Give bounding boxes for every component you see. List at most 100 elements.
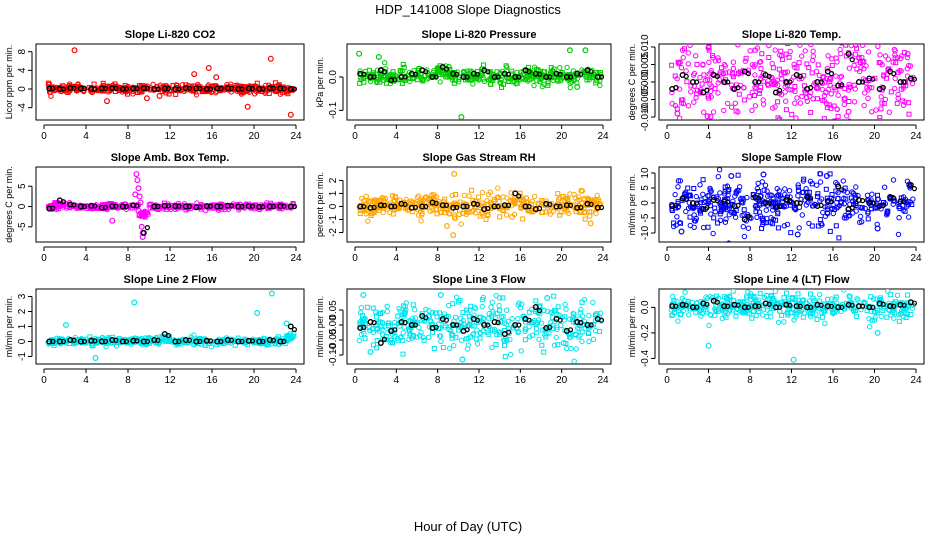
band-point xyxy=(824,66,830,72)
band-point xyxy=(356,337,362,344)
band-point xyxy=(480,327,487,334)
mean-point xyxy=(553,70,560,77)
panel-3: Slope Li-820 Temp. 0 4 8 12 16 20 24 -0.010-0.00… xyxy=(627,29,925,142)
slope-point xyxy=(763,292,770,299)
mean-point xyxy=(155,337,161,343)
y-tick-label: 0.00 xyxy=(328,315,339,335)
band-point xyxy=(888,292,894,298)
band-point xyxy=(359,195,365,202)
mean-point xyxy=(193,338,200,345)
band-point xyxy=(420,76,426,82)
mean-point xyxy=(849,56,855,63)
mean-point xyxy=(505,329,512,335)
band-point xyxy=(821,116,827,120)
y-tick-label: -2 xyxy=(328,228,339,237)
x-tick-label: 4 xyxy=(706,375,712,386)
band-point xyxy=(775,319,782,326)
band-point xyxy=(776,66,782,72)
mean-point xyxy=(714,198,720,204)
mean-point xyxy=(787,79,793,85)
mean-point xyxy=(911,300,918,306)
mean-point xyxy=(474,201,480,207)
plot-frame xyxy=(346,43,612,121)
mean-point xyxy=(460,203,467,210)
band-point xyxy=(820,75,826,81)
band-point xyxy=(726,240,732,242)
band-point xyxy=(708,188,714,194)
mean-point xyxy=(377,202,384,209)
band-point xyxy=(449,192,455,199)
y-tick-label: -0.10 xyxy=(328,343,339,366)
band-point xyxy=(896,215,902,221)
mean-point xyxy=(553,203,560,210)
panel-title: Slope Li-820 Pressure xyxy=(422,29,537,41)
band-point xyxy=(817,171,824,177)
mean-point xyxy=(766,200,772,206)
band-point xyxy=(468,76,474,83)
y-tick-label: -0.1 xyxy=(328,101,339,119)
band-point xyxy=(446,302,452,309)
band-point xyxy=(861,66,867,72)
slope-point xyxy=(509,213,516,220)
points-layer xyxy=(668,289,918,363)
band-point xyxy=(395,313,401,319)
band-point xyxy=(710,294,716,301)
band-point xyxy=(783,107,789,113)
band-point xyxy=(751,63,757,70)
band-point xyxy=(762,182,769,189)
band-point xyxy=(415,212,422,218)
band-point xyxy=(859,219,865,225)
band-point xyxy=(893,60,899,66)
band-point xyxy=(402,309,408,315)
mean-point xyxy=(824,303,831,310)
band-point xyxy=(438,338,444,344)
band-point xyxy=(688,89,694,95)
band-point xyxy=(758,213,764,219)
band-point xyxy=(597,328,603,334)
mean-point xyxy=(71,85,77,91)
x-tick-label: 0 xyxy=(41,253,47,264)
x-tick-label: 20 xyxy=(248,375,260,386)
mean-point xyxy=(270,337,276,343)
band-point xyxy=(824,210,831,216)
mean-point xyxy=(693,200,700,206)
band-point xyxy=(522,76,528,82)
x-tick-label: 0 xyxy=(664,253,670,264)
band-point xyxy=(672,309,678,315)
band-point xyxy=(684,79,690,85)
slope-point xyxy=(156,92,163,99)
band-point xyxy=(823,186,829,192)
band-point xyxy=(884,71,890,78)
slope-point xyxy=(138,223,145,230)
band-point xyxy=(869,317,875,323)
band-point xyxy=(733,313,739,319)
mean-point xyxy=(398,200,405,207)
band-point xyxy=(480,316,486,322)
band-point xyxy=(757,290,763,296)
band-point xyxy=(578,307,584,313)
mean-point xyxy=(197,204,203,210)
band-point xyxy=(687,192,692,198)
band-point xyxy=(809,310,815,316)
band-point xyxy=(678,312,683,318)
x-tick-label: 4 xyxy=(706,131,712,142)
band-point xyxy=(476,194,482,200)
panel-title: Slope Line 4 (LT) Flow xyxy=(734,274,850,286)
band-point xyxy=(89,206,95,212)
band-point xyxy=(508,351,514,358)
mean-point xyxy=(735,202,741,208)
plot-frame xyxy=(35,288,305,365)
band-point xyxy=(254,80,260,86)
y-tick-label: -0.2 xyxy=(640,324,651,342)
band-point xyxy=(741,207,747,213)
mean-point xyxy=(388,77,395,84)
band-point xyxy=(760,101,767,107)
band-point xyxy=(788,230,794,236)
band-point xyxy=(865,210,871,217)
band-point xyxy=(747,311,753,317)
band-point xyxy=(557,65,563,71)
band-point xyxy=(489,299,495,305)
band-point xyxy=(514,69,520,76)
band-point xyxy=(542,332,548,338)
